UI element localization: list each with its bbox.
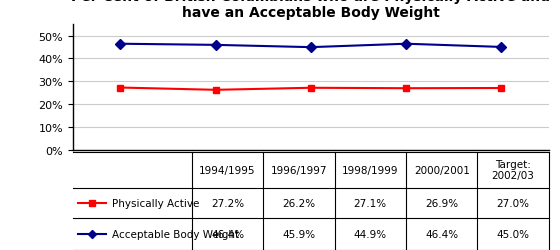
Text: Target:
2002/03: Target: 2002/03 bbox=[492, 159, 535, 181]
Text: 26.9%: 26.9% bbox=[425, 198, 458, 208]
Text: 26.2%: 26.2% bbox=[282, 198, 315, 208]
Text: 45.0%: 45.0% bbox=[497, 229, 530, 239]
Text: Physically Active: Physically Active bbox=[112, 198, 199, 208]
Title: Per Cent of British Columbians who are Physically Active and
have an Acceptable : Per Cent of British Columbians who are P… bbox=[71, 0, 550, 20]
Text: 44.9%: 44.9% bbox=[354, 229, 387, 239]
Text: 1998/1999: 1998/1999 bbox=[342, 165, 399, 175]
Text: Acceptable Body Weight: Acceptable Body Weight bbox=[112, 229, 239, 239]
Text: 27.2%: 27.2% bbox=[211, 198, 244, 208]
Text: 46.4%: 46.4% bbox=[211, 229, 244, 239]
Text: 45.9%: 45.9% bbox=[282, 229, 315, 239]
Text: 1996/1997: 1996/1997 bbox=[270, 165, 327, 175]
Text: 46.4%: 46.4% bbox=[425, 229, 458, 239]
Text: 2000/2001: 2000/2001 bbox=[414, 165, 470, 175]
Text: 1994/1995: 1994/1995 bbox=[199, 165, 256, 175]
Text: 27.1%: 27.1% bbox=[354, 198, 387, 208]
Text: 27.0%: 27.0% bbox=[497, 198, 530, 208]
